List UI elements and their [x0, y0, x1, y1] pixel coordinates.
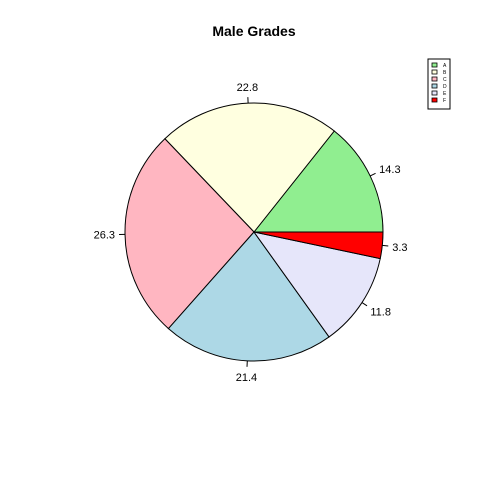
legend-swatch: [431, 90, 438, 96]
pie-label-tick: [382, 244, 389, 247]
pie-slice-label: 22.8: [237, 82, 258, 94]
legend-swatch: [431, 62, 438, 68]
pie-slice-6: [253, 231, 384, 260]
pie-slice-label: 26.3: [94, 230, 115, 242]
pie-slice-label: 14.3: [379, 164, 400, 176]
pie-label-tick: [361, 302, 368, 307]
pie-slice-label: 3.3: [392, 242, 407, 254]
legend-label: F: [443, 98, 446, 104]
pie-slice-1: [252, 130, 384, 233]
pie-slice-label: 21.4: [236, 372, 257, 384]
legend-swatch: [431, 97, 438, 103]
pie-slice-3: [124, 138, 255, 330]
legend-label: D: [443, 84, 447, 90]
legend-swatch: [431, 76, 438, 82]
pie-label-tick: [369, 172, 376, 177]
chart-title: Male Grades: [212, 23, 295, 39]
legend-label: E: [443, 91, 447, 97]
legend-label: A: [443, 63, 447, 69]
legend-swatch: [431, 83, 438, 89]
pie-slice-5: [252, 231, 381, 338]
pie-labels: 14.3 22.8 26.3 21.4 11.8 3.3: [94, 82, 408, 384]
legend-label: C: [443, 77, 447, 83]
pie-slice-4: [167, 231, 330, 362]
pie-slice-label: 11.8: [370, 306, 391, 318]
pie-slices: [124, 102, 384, 362]
legend-box: [427, 58, 451, 110]
legend-swatch: [431, 69, 438, 75]
legend-label: B: [443, 70, 447, 76]
